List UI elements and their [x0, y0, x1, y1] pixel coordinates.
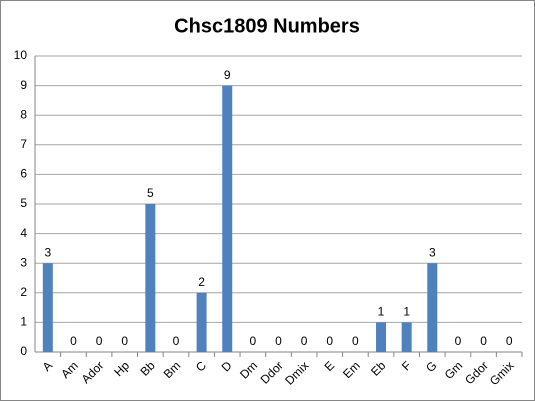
data-label: 0 — [70, 334, 77, 348]
y-tick-label: 8 — [20, 107, 27, 121]
data-label: 0 — [250, 334, 257, 348]
y-tick-label: 1 — [20, 315, 27, 329]
data-label: 2 — [198, 275, 205, 289]
data-label: 0 — [455, 334, 462, 348]
data-label: 0 — [121, 334, 128, 348]
y-tick-label: 5 — [20, 196, 27, 210]
bar — [145, 204, 156, 352]
y-tick-label: 7 — [20, 137, 27, 151]
bar — [196, 292, 207, 352]
bar — [42, 263, 53, 352]
data-label: 0 — [326, 334, 333, 348]
bar — [222, 85, 233, 352]
bar — [401, 322, 412, 352]
y-tick-label: 3 — [20, 255, 27, 269]
y-tick-label: 2 — [20, 285, 27, 299]
data-label: 0 — [96, 334, 103, 348]
data-label: 9 — [224, 68, 231, 82]
y-tick-label: 10 — [14, 48, 28, 62]
y-tick-label: 9 — [20, 78, 27, 92]
y-tick-label: 4 — [20, 226, 27, 240]
data-label: 3 — [429, 245, 436, 259]
y-tick-label: 0 — [20, 344, 27, 358]
bar — [376, 322, 387, 352]
data-label: 1 — [378, 305, 385, 319]
data-label: 0 — [301, 334, 308, 348]
data-label: 0 — [173, 334, 180, 348]
data-label: 0 — [480, 334, 487, 348]
data-label: 0 — [275, 334, 282, 348]
data-label: 1 — [403, 305, 410, 319]
data-label: 5 — [147, 186, 154, 200]
bar — [427, 263, 438, 352]
data-label: 3 — [44, 245, 51, 259]
data-label: 0 — [352, 334, 359, 348]
chart-title: Chsc1809 Numbers — [174, 15, 360, 37]
data-label: 0 — [506, 334, 513, 348]
y-tick-label: 6 — [20, 167, 27, 181]
